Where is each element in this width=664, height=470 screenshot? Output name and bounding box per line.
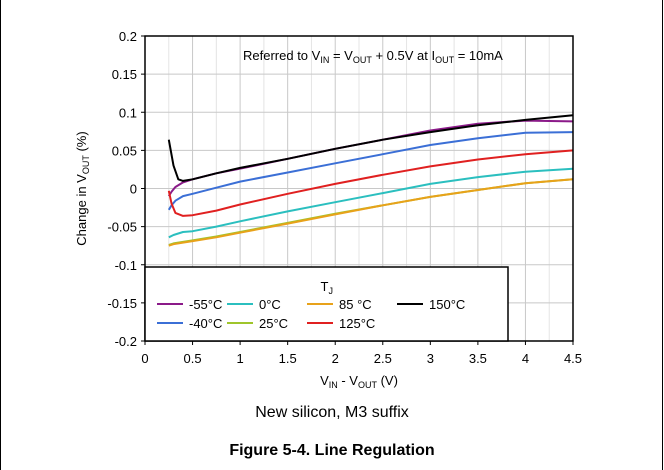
x-tick-label: 1 [236, 351, 243, 366]
chart-annotation: Referred to VIN = VOUT + 0.5V at IOUT = … [243, 48, 503, 65]
legend: TJ -55°C 0°C 85 °C 150°C -40°C 25°C 125°C [144, 266, 509, 342]
x-tick-label: 3.5 [469, 351, 487, 366]
subscript-text: OUT [353, 55, 373, 65]
series-lines [167, 114, 574, 247]
label-text: = V [329, 48, 353, 63]
legend-label: -55°C [189, 297, 222, 312]
x-tick-label: 2 [332, 351, 339, 366]
y-axis-label: Change in VOUT (%) [74, 131, 91, 245]
label-text: Change in V [74, 174, 89, 246]
x-tick-label: 1.5 [279, 351, 297, 366]
series-line-4 [168, 178, 574, 247]
legend-title: TJ [321, 279, 333, 296]
x-tick-label: 4 [522, 351, 529, 366]
legend-title-sub: J [328, 286, 333, 296]
legend-label: 25°C [259, 316, 288, 331]
series-line-5 [167, 149, 574, 217]
series-line-6 [167, 114, 574, 182]
label-text: Referred to V [243, 48, 321, 63]
subscript-text: OUT [81, 155, 91, 175]
x-tick-label: 4.5 [564, 351, 582, 366]
series-line-2 [168, 167, 574, 239]
legend-label: 125°C [339, 316, 375, 331]
y-tick-label: 0.05 [112, 143, 137, 158]
y-tick-label: 0.1 [119, 105, 137, 120]
x-tick-label: 0.5 [184, 351, 202, 366]
series-line-1 [167, 131, 574, 211]
x-tick-label: 0 [141, 351, 148, 366]
y-tick-label: 0.15 [112, 67, 137, 82]
subscript-text: IN [329, 380, 338, 390]
figure-caption: Figure 5-4. Line Regulation [229, 442, 435, 459]
y-tick-label: -0.05 [107, 220, 137, 235]
label-text: - V [338, 373, 359, 388]
figure-subtitle: New silicon, M3 suffix [255, 404, 409, 421]
y-tick-label: -0.1 [115, 258, 137, 273]
legend-label: 0°C [259, 297, 281, 312]
subscript-text: IN [320, 55, 329, 65]
label-text: V [320, 373, 329, 388]
line-regulation-chart: 0 0.5 1 1.5 2 2.5 3 3.5 4 4.5 -0.2 -0.15 -0.1 -0.05 0 0… [74, 29, 582, 390]
label-text: = 10mA [454, 48, 503, 63]
y-tick-label: 0 [130, 182, 137, 197]
axis-ticks: 0 0.5 1 1.5 2 2.5 3 3.5 4 4.5 -0.2 -0.15 -0.1 -0.05 0 0… [107, 29, 582, 366]
y-tick-label: 0.2 [119, 29, 137, 44]
legend-label: -40°C [189, 316, 222, 331]
x-tick-label: 3 [427, 351, 434, 366]
y-tick-label: -0.2 [115, 334, 137, 349]
legend-label: 85 °C [339, 297, 372, 312]
label-text: (V) [377, 373, 398, 388]
legend-label: 150°C [429, 297, 465, 312]
legend-title-main: T [321, 279, 329, 294]
x-tick-label: 2.5 [374, 351, 392, 366]
subscript-text: OUT [435, 55, 455, 65]
label-text: + 0.5V at I [372, 48, 435, 63]
x-axis-label: VIN - VOUT (V) [320, 373, 398, 390]
subscript-text: OUT [358, 380, 378, 390]
y-tick-label: -0.15 [107, 296, 137, 311]
label-text: (%) [74, 131, 89, 155]
